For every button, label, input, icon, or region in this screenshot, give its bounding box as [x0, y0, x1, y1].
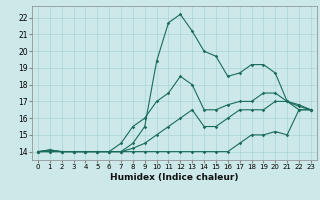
X-axis label: Humidex (Indice chaleur): Humidex (Indice chaleur)	[110, 173, 239, 182]
